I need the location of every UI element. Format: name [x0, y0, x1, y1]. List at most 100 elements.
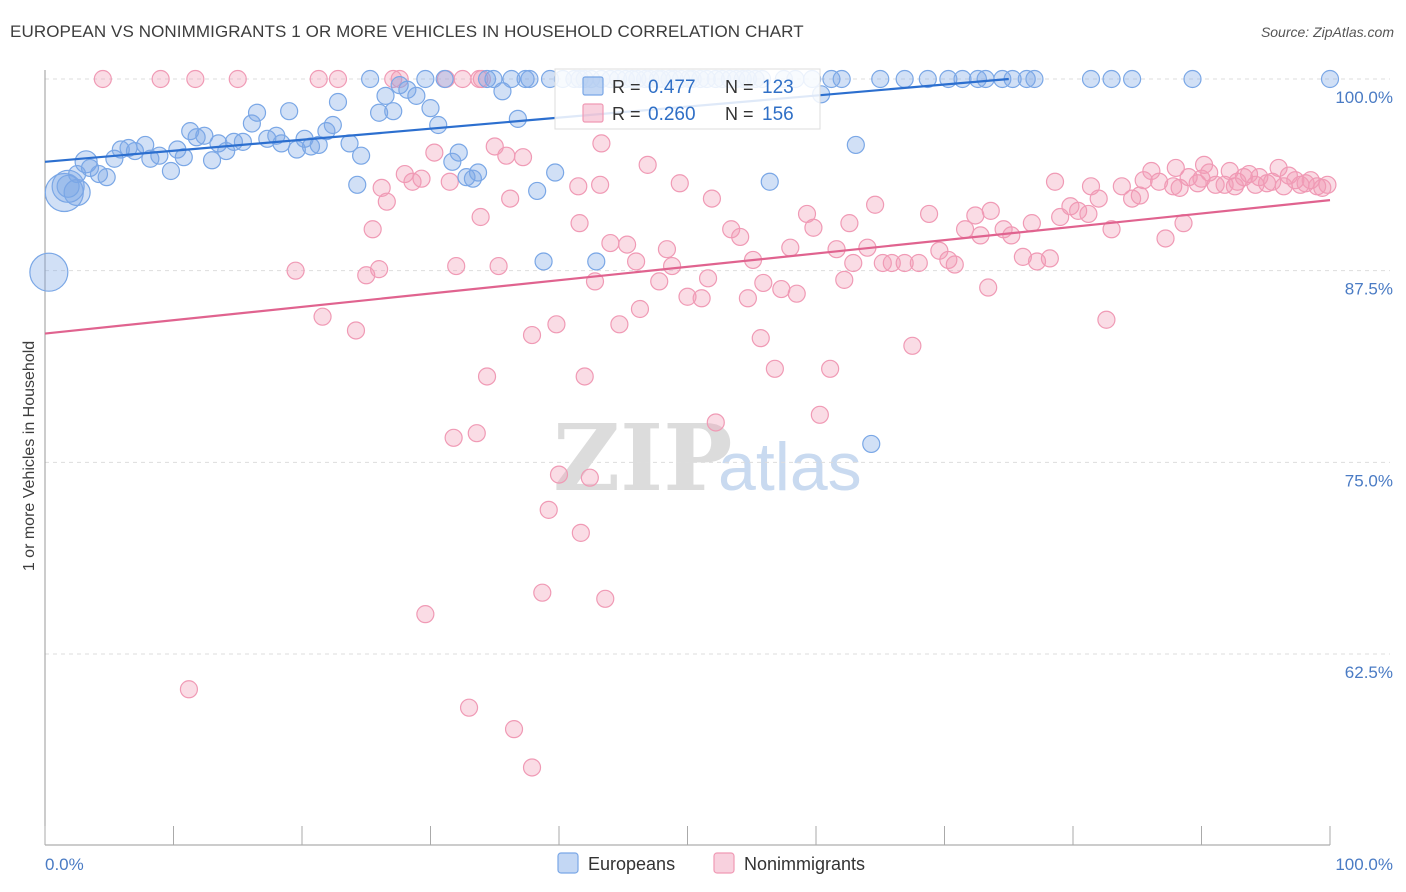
y-tick-label: 75.0% — [1345, 471, 1393, 490]
europeans-point — [435, 69, 454, 89]
nonimmigrants-point — [513, 148, 533, 167]
nonimmigrants-point — [765, 359, 784, 378]
nonimmigrants-point — [840, 214, 859, 233]
nonimmigrants-point — [1112, 177, 1131, 196]
x-tick-label-max: 100.0% — [1335, 855, 1393, 874]
nonimmigrants-point — [497, 146, 516, 165]
nonimmigrants-points — [93, 69, 1337, 777]
nonimmigrants-n-value: 156 — [762, 104, 794, 125]
europeans-point — [97, 168, 116, 187]
nonimmigrants-point — [93, 69, 112, 89]
nonimmigrants-point — [692, 289, 711, 308]
europeans-point — [528, 181, 547, 201]
europeans-point — [195, 126, 214, 145]
chart-title: EUROPEAN VS NONIMMIGRANTS 1 OR MORE VEHI… — [10, 22, 804, 41]
nonimmigrants-point — [489, 256, 508, 276]
europeans-point — [328, 92, 348, 112]
europeans-swatch — [582, 76, 604, 96]
europeans-point — [484, 69, 503, 89]
europeans-point — [587, 252, 606, 271]
europeans-point — [1102, 69, 1121, 89]
europeans-point — [546, 163, 565, 182]
europeans-point — [953, 69, 972, 89]
nonimmigrants-point — [1097, 310, 1116, 329]
europeans-point — [280, 102, 299, 121]
nonimmigrants-point — [470, 69, 489, 89]
nonimmigrants-point — [895, 253, 914, 273]
nonimmigrants-point — [731, 227, 750, 247]
europeans-point — [846, 135, 865, 155]
nonimmigrants-point — [1002, 226, 1021, 245]
nonimmigrants-point — [1164, 177, 1183, 196]
x-ticks — [44, 826, 1331, 845]
nonimmigrants-point — [1040, 249, 1059, 268]
nonimmigrants-point — [440, 172, 459, 191]
europeans-point — [247, 103, 267, 122]
nonimmigrants-point — [1130, 186, 1149, 205]
europeans-point — [449, 143, 468, 162]
nonimmigrants-point — [453, 69, 472, 89]
nonimmigrants-point — [618, 235, 637, 254]
legend-nonimmigrants-swatch — [713, 852, 735, 874]
nonimmigrants-point — [626, 252, 646, 271]
legend-europeans-swatch — [557, 852, 579, 874]
europeans-point — [309, 135, 328, 155]
nonimmigrants-swatch — [582, 103, 604, 123]
watermark-atlas: atlas — [718, 429, 862, 505]
nonimmigrants-point — [477, 367, 497, 386]
europeans-point — [323, 115, 342, 135]
nonimmigrants-point — [151, 69, 170, 89]
europeans-trend-line — [44, 77, 1009, 163]
nonimmigrants-point — [1156, 229, 1175, 248]
nonimmigrants-point — [698, 269, 718, 288]
nonimmigrants-point — [706, 413, 725, 432]
nonimmigrants-point — [1166, 158, 1185, 178]
europeans-point — [1183, 69, 1202, 89]
nonimmigrants-point — [821, 359, 840, 378]
nonimmigrants-point — [1269, 158, 1288, 178]
europeans-point — [976, 69, 995, 89]
europeans-point — [871, 69, 890, 89]
europeans-point — [370, 103, 389, 122]
nonimmigrants-point — [754, 273, 773, 293]
nonimmigrants-point — [286, 261, 305, 280]
europeans-point — [150, 146, 169, 165]
nonimmigrants-point — [787, 284, 806, 303]
europeans-point — [968, 69, 988, 89]
europeans-point — [502, 69, 521, 89]
nonimmigrants-point — [1149, 172, 1169, 191]
y-tick-label: 100.0% — [1335, 88, 1393, 107]
nonimmigrants-point — [1239, 164, 1259, 184]
nonimmigrants-point — [444, 428, 463, 447]
nonimmigrants-point — [844, 253, 863, 273]
europeans-n-label: N = — [725, 77, 754, 97]
nonimmigrants-point — [228, 69, 247, 89]
nonimmigrants-point — [1174, 214, 1193, 233]
legend-nonimmigrants-label: Nonimmigrants — [744, 854, 865, 874]
trend-lines — [44, 77, 1331, 335]
europeans-point — [202, 151, 222, 170]
europeans-point — [1025, 69, 1044, 89]
nonimmigrants-point — [945, 255, 964, 274]
nonimmigrants-point — [1225, 177, 1245, 196]
europeans-point — [233, 132, 252, 151]
europeans-point — [352, 146, 371, 165]
y-tick-labels: 100.0% 87.5% 75.0% 62.5% — [1335, 88, 1393, 682]
series-legend: Europeans Nonimmigrants — [557, 852, 865, 874]
nonimmigrants-point — [966, 206, 985, 225]
nonimmigrants-trend-line — [44, 199, 1331, 335]
nonimmigrants-point — [882, 253, 901, 273]
nonimmigrants-point — [1318, 175, 1337, 194]
europeans-point — [477, 69, 497, 89]
europeans-point — [895, 69, 914, 89]
europeans-r-value: 0.477 — [648, 77, 696, 98]
europeans-point — [174, 148, 193, 167]
nonimmigrants-point — [501, 189, 520, 208]
nonimmigrants-point — [638, 155, 657, 174]
europeans-point — [361, 69, 380, 89]
nonimmigrants-point — [416, 605, 435, 624]
nonimmigrants-point — [596, 589, 615, 608]
europeans-point — [407, 86, 426, 105]
nonimmigrants-point — [919, 204, 939, 224]
nonimmigrants-point — [1296, 174, 1315, 193]
